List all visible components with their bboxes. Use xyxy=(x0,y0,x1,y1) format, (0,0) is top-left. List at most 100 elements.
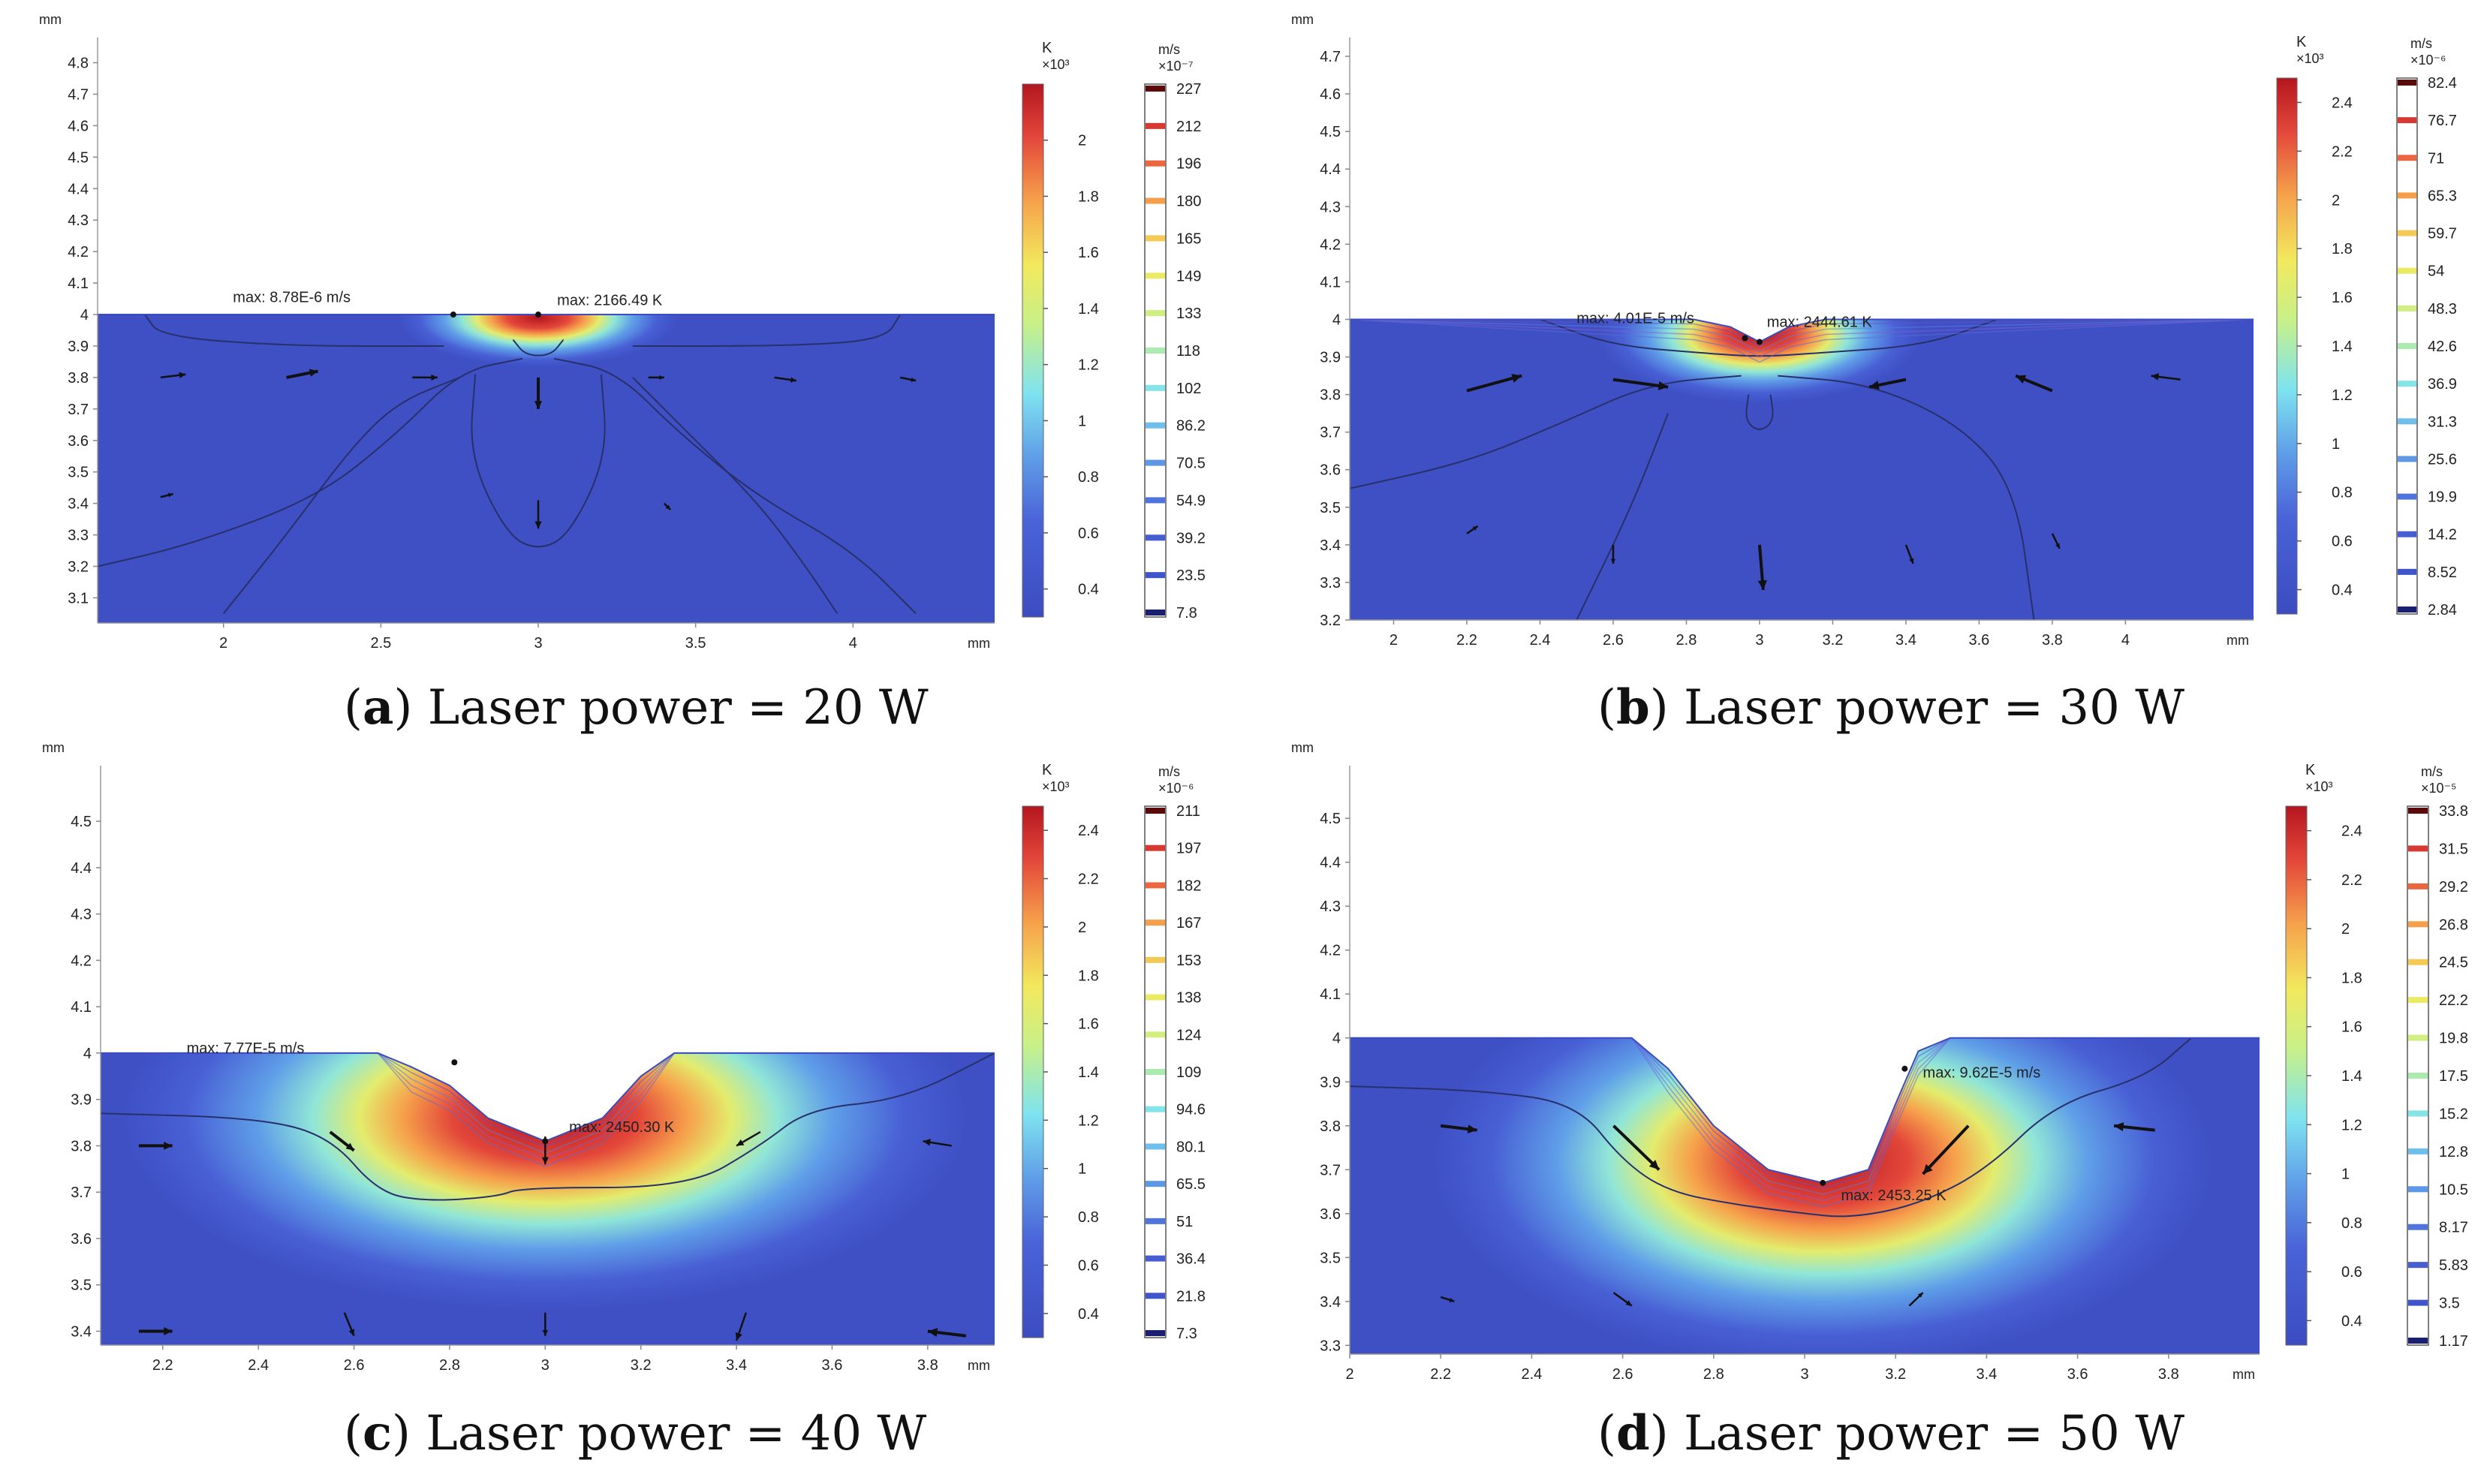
velocity-arrow xyxy=(2151,373,2181,381)
velocity-level-swatch xyxy=(1146,272,1165,279)
velocity-level-label: 2.84 xyxy=(2428,602,2457,619)
colorbar-tick-label: 0.4 xyxy=(2332,582,2353,599)
velocity-arrow xyxy=(735,1312,747,1341)
velocity-level-label: 138 xyxy=(1176,990,1201,1007)
max-annotation: max: 9.62E-5 m/s xyxy=(1923,1064,2041,1081)
colorbar-tick-label: 0.6 xyxy=(2341,1264,2362,1281)
y-tick-label: 3.8 xyxy=(68,370,89,387)
x-tick-label: 2 xyxy=(219,635,227,652)
velocity-arrow xyxy=(138,1142,173,1150)
colorbar-tick-label: 1.6 xyxy=(2332,290,2353,306)
x-tick-label: 3.2 xyxy=(1885,1366,1906,1383)
y-tick-label: 3.4 xyxy=(68,496,89,513)
y-tick-label: 3.9 xyxy=(71,1092,92,1109)
temperature-unit: K xyxy=(1042,762,1052,778)
y-unit-label: mm xyxy=(1291,12,1314,27)
colorbar-tick-label: 0.8 xyxy=(2341,1215,2362,1232)
colorbar-tick-label: 1 xyxy=(2341,1166,2350,1183)
velocity-level-label: 86.2 xyxy=(1176,418,1206,435)
velocity-arrow xyxy=(1922,1124,1970,1175)
colorbar-tick-label: 0.8 xyxy=(2332,485,2353,501)
velocity-level-label: 19.8 xyxy=(2439,1031,2468,1047)
y-tick-label: 3.3 xyxy=(1320,1338,1341,1354)
velocity-level-label: 65.5 xyxy=(1176,1176,1206,1193)
colorbar-tick-label: 0.8 xyxy=(1078,469,1099,486)
velocity-level-label: 51 xyxy=(1176,1214,1193,1230)
x-tick-label: 2.4 xyxy=(1521,1366,1542,1383)
velocity-level-label: 36.9 xyxy=(2428,376,2457,393)
velocity-arrow xyxy=(1610,544,1616,564)
velocity-level-swatch xyxy=(2398,305,2416,312)
x-tick-label: 3 xyxy=(541,1357,549,1374)
max-annotation: max: 2444.61 K xyxy=(1767,314,1873,330)
velocity-level-label: 10.5 xyxy=(2439,1181,2468,1198)
velocity-level-label: 167 xyxy=(1176,915,1201,932)
velocity-level-swatch xyxy=(2398,381,2416,387)
velocity-level-label: 31.5 xyxy=(2439,841,2468,857)
colorbar-tick-label: 1 xyxy=(1078,413,1086,429)
velocity-contour xyxy=(1350,1037,2260,1208)
velocity-level-label: 180 xyxy=(1176,194,1201,210)
x-tick-label: 3.5 xyxy=(685,635,706,652)
max-annotation: max: 4.01E-5 m/s xyxy=(1576,310,1694,327)
velocity-level-swatch xyxy=(1146,534,1165,541)
velocity-level-label: 22.2 xyxy=(2439,992,2468,1009)
y-tick-label: 3.4 xyxy=(1320,1294,1341,1311)
velocity-level-label: 94.6 xyxy=(1176,1102,1206,1118)
colorbar-tick-label: 0.6 xyxy=(1078,1257,1099,1274)
y-tick-label: 4.1 xyxy=(1320,986,1341,1003)
y-tick-label: 4.2 xyxy=(68,244,89,260)
y-tick-label: 3.3 xyxy=(1320,575,1341,591)
colorbar-tick-label: 0.6 xyxy=(2332,534,2353,550)
velocity-level-swatch xyxy=(2408,808,2428,814)
x-tick-label: 3.8 xyxy=(917,1357,938,1374)
x-tick-label: 3.8 xyxy=(2158,1366,2179,1383)
y-tick-label: 4.7 xyxy=(1320,49,1341,65)
velocity-level-swatch xyxy=(1146,1069,1165,1075)
velocity-level-label: 70.5 xyxy=(1176,456,1206,472)
velocity-level-label: 7.8 xyxy=(1176,605,1197,622)
isoline xyxy=(1745,393,1774,430)
y-tick-label: 3.6 xyxy=(71,1231,92,1248)
velocity-contour xyxy=(1350,319,2254,358)
x-tick-label: 3.6 xyxy=(822,1357,843,1374)
x-tick-label: 3.6 xyxy=(2067,1366,2088,1383)
velocity-level-swatch xyxy=(1146,844,1165,851)
velocity-arrow xyxy=(774,376,797,383)
max-annotation: max: 8.78E-6 m/s xyxy=(233,289,351,306)
velocity-arrow xyxy=(923,1139,952,1147)
velocity-arrow xyxy=(1466,525,1479,534)
velocity-level-swatch xyxy=(2408,959,2428,965)
panel-b: max: 4.01E-5 m/s max: 2444.61 K 3.2 3.3 3.4 3… xyxy=(1291,12,2457,649)
x-tick-label: 2.6 xyxy=(344,1357,365,1374)
velocity-contour xyxy=(1350,319,2254,353)
colorbar-tick-label: 2.2 xyxy=(2341,872,2362,889)
y-tick-label: 3.8 xyxy=(71,1138,92,1154)
colorbar-tick-label: 1.6 xyxy=(1078,245,1099,261)
velocity-level-label: 182 xyxy=(1176,877,1201,894)
y-tick-label: 4.5 xyxy=(68,149,89,166)
velocity-level-label: 165 xyxy=(1176,230,1201,247)
x-tick-label: 3.2 xyxy=(1823,632,1844,649)
colorbar-tick-label: 2 xyxy=(2341,921,2350,938)
velocity-level-label: 21.8 xyxy=(1176,1288,1206,1305)
caption-b-text: Laser power = 30 W xyxy=(1684,680,2184,736)
y-tick-label: 3.2 xyxy=(1320,613,1341,629)
y-tick-label: 4.3 xyxy=(71,907,92,923)
velocity-level-swatch xyxy=(1146,497,1165,504)
y-tick-label: 4.2 xyxy=(71,953,92,969)
max-annotation: max: 2166.49 K xyxy=(557,292,663,309)
velocity-level-swatch xyxy=(2398,192,2416,199)
velocity-level-label: 227 xyxy=(1176,81,1201,98)
velocity-arrow xyxy=(663,502,672,510)
velocity-arrow xyxy=(927,1327,967,1338)
velocity-level-label: 153 xyxy=(1176,953,1201,969)
velocity-arrow xyxy=(286,369,318,379)
x-tick-label: 2.6 xyxy=(1603,632,1624,649)
max-annotation: max: 7.77E-5 m/s xyxy=(187,1040,305,1057)
colorbar-tick-label: 1.4 xyxy=(2341,1068,2362,1085)
velocity-level-swatch xyxy=(2398,456,2416,462)
velocity-level-label: 54.9 xyxy=(1176,492,1206,509)
x-tick-label: 2.2 xyxy=(1456,632,1477,649)
isoline xyxy=(553,357,917,615)
